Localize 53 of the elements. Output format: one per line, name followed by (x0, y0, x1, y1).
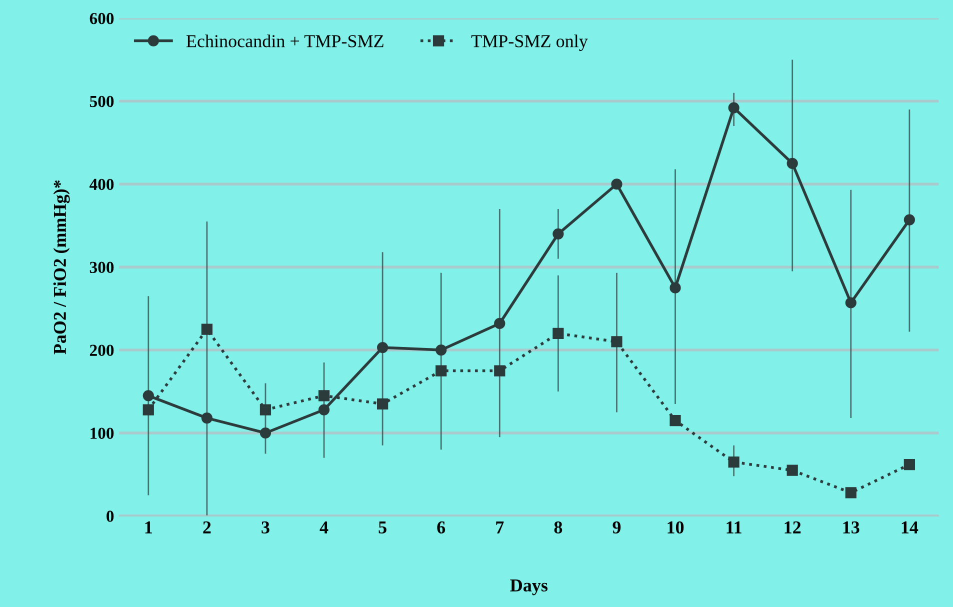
point (142, 404, 154, 416)
point (318, 404, 330, 416)
x-tick-label: 6 (437, 521, 446, 534)
x-tick-label: 5 (378, 522, 386, 534)
y-tick-label: 400 (89, 178, 114, 190)
x-tick-label: 10 (668, 521, 684, 534)
x-axis-title: Days (510, 580, 548, 596)
point (845, 487, 856, 498)
y-tick-label: 100 (90, 428, 114, 439)
legend-label: TMP-SMZ only (471, 34, 588, 51)
point (786, 158, 798, 169)
x-tick-label: 11 (726, 521, 742, 534)
point (318, 390, 330, 402)
point (377, 398, 388, 410)
point (260, 404, 272, 416)
point (904, 458, 915, 470)
x-tick-label: 4 (320, 521, 328, 534)
x-tick-label: 13 (843, 521, 860, 534)
x-tick-label: 9 (612, 521, 621, 534)
point (201, 324, 212, 335)
y-tick-label: 600 (90, 12, 114, 24)
x-tick-label: 1 (145, 521, 152, 534)
x-tick-label: 7 (496, 522, 504, 534)
point (904, 214, 915, 226)
point (142, 390, 154, 402)
point (728, 456, 740, 468)
point (494, 318, 506, 330)
point (670, 282, 681, 294)
y-tick-label: 200 (90, 344, 114, 356)
x-tick-label: 12 (784, 521, 801, 534)
point (611, 336, 622, 348)
point (728, 102, 740, 114)
point (845, 297, 856, 308)
point (201, 412, 212, 424)
x-tick-label: 8 (554, 521, 562, 534)
y-axis-title: PaO2 / FiO2 (mmHg)* (53, 180, 70, 354)
x-tick-label: 2 (203, 521, 211, 534)
x-tick-label: 3 (262, 521, 270, 534)
y-tick-label: 0 (106, 510, 114, 522)
point (611, 178, 622, 190)
y-tick-label: 300 (90, 262, 114, 274)
point (552, 328, 564, 339)
x-tick-label: 14 (902, 521, 918, 534)
legend-label: Echinocandin + TMP-SMZ (186, 34, 384, 48)
point (494, 365, 506, 376)
point (786, 464, 798, 476)
point (670, 414, 681, 426)
point (377, 342, 388, 354)
point (260, 427, 272, 439)
point (552, 228, 564, 240)
point (436, 344, 447, 356)
y-tick-label: 500 (90, 96, 114, 108)
point (436, 365, 447, 376)
